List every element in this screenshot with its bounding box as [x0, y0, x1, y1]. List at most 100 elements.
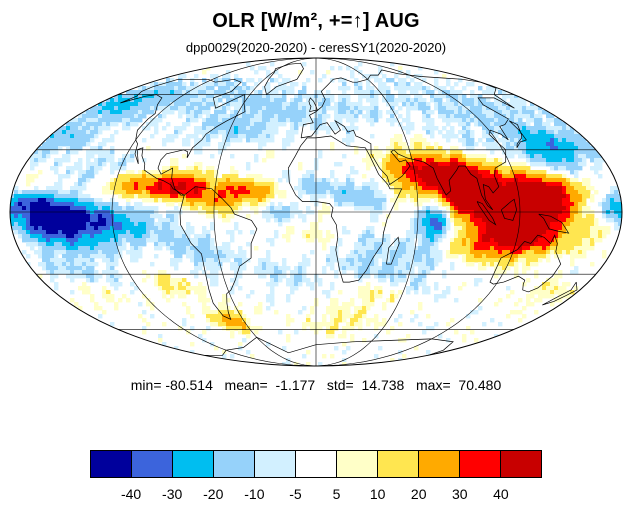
anomaly-cell: [494, 114, 499, 119]
anomaly-cell: [242, 130, 247, 135]
anomaly-cell: [222, 254, 227, 259]
anomaly-cell: [558, 254, 563, 259]
anomaly-cell: [106, 294, 111, 299]
anomaly-cell: [46, 238, 51, 243]
anomaly-cell: [450, 170, 455, 175]
anomaly-cell: [274, 262, 279, 267]
anomaly-cell: [442, 162, 447, 167]
anomaly-cell: [206, 94, 211, 99]
anomaly-cell: [58, 146, 63, 151]
anomaly-cell: [478, 238, 483, 243]
anomaly-cell: [522, 102, 527, 107]
anomaly-cell: [414, 250, 419, 255]
anomaly-cell: [466, 202, 471, 207]
anomaly-cell: [410, 258, 415, 263]
anomaly-cell: [426, 86, 431, 91]
anomaly-cell: [558, 226, 563, 231]
anomaly-cell: [210, 206, 215, 211]
anomaly-cell: [474, 118, 479, 123]
anomaly-cell: [390, 198, 395, 203]
anomaly-cell: [518, 166, 523, 171]
anomaly-cell: [374, 94, 379, 99]
anomaly-cell: [234, 254, 239, 259]
anomaly-cell: [34, 174, 39, 179]
anomaly-cell: [70, 190, 75, 195]
anomaly-cell: [490, 118, 495, 123]
anomaly-cell: [442, 186, 447, 191]
anomaly-cell: [474, 110, 479, 115]
anomaly-cell: [526, 178, 531, 183]
anomaly-cell: [198, 98, 203, 103]
anomaly-cell: [66, 170, 71, 175]
anomaly-cell: [370, 186, 375, 191]
anomaly-cell: [506, 170, 511, 175]
anomaly-cell: [394, 294, 399, 299]
anomaly-cell: [90, 126, 95, 131]
anomaly-cell: [498, 190, 503, 195]
anomaly-cell: [422, 186, 427, 191]
anomaly-cell: [298, 110, 303, 115]
anomaly-cell: [354, 150, 359, 155]
anomaly-cell: [562, 290, 567, 295]
anomaly-cell: [494, 258, 499, 263]
anomaly-cell: [46, 270, 51, 275]
anomaly-cell: [338, 190, 343, 195]
anomaly-cell: [418, 86, 423, 91]
anomaly-cell: [562, 178, 567, 183]
anomaly-cell: [106, 118, 111, 123]
anomaly-cell: [394, 194, 399, 199]
anomaly-cell: [282, 266, 287, 271]
anomaly-cell: [70, 194, 75, 199]
anomaly-cell: [126, 198, 131, 203]
anomaly-cell: [114, 130, 119, 135]
anomaly-cell: [102, 118, 107, 123]
anomaly-cell: [186, 226, 191, 231]
anomaly-cell: [158, 226, 163, 231]
anomaly-cell: [458, 214, 463, 219]
anomaly-cell: [54, 282, 59, 287]
anomaly-cell: [450, 182, 455, 187]
anomaly-cell: [546, 174, 551, 179]
anomaly-cell: [242, 266, 247, 271]
anomaly-cell: [482, 254, 487, 259]
anomaly-cell: [150, 198, 155, 203]
anomaly-cell: [14, 222, 19, 227]
anomaly-cell: [346, 86, 351, 91]
anomaly-cell: [218, 266, 223, 271]
anomaly-cell: [66, 230, 71, 235]
anomaly-cell: [498, 262, 503, 267]
anomaly-cell: [430, 182, 435, 187]
anomaly-cell: [414, 290, 419, 295]
anomaly-cell: [270, 194, 275, 199]
anomaly-cell: [90, 170, 95, 175]
anomaly-cell: [382, 90, 387, 95]
anomaly-cell: [318, 238, 323, 243]
anomaly-cell: [70, 202, 75, 207]
anomaly-cell: [494, 250, 499, 255]
anomaly-cell: [394, 186, 399, 191]
anomaly-cell: [250, 130, 255, 135]
anomaly-cell: [538, 142, 543, 147]
anomaly-cell: [546, 122, 551, 127]
anomaly-cell: [154, 246, 159, 251]
anomaly-cell: [206, 234, 211, 239]
anomaly-cell: [54, 258, 59, 263]
anomaly-cell: [482, 234, 487, 239]
anomaly-cell: [422, 150, 427, 155]
anomaly-cell: [118, 114, 123, 119]
anomaly-cell: [258, 130, 263, 135]
anomaly-cell: [274, 90, 279, 95]
anomaly-cell: [526, 134, 531, 139]
anomaly-cell: [470, 222, 475, 227]
anomaly-cell: [482, 162, 487, 167]
anomaly-cell: [274, 126, 279, 131]
anomaly-cell: [118, 238, 123, 243]
anomaly-cell: [562, 186, 567, 191]
anomaly-cell: [366, 82, 371, 87]
anomaly-cell: [114, 270, 119, 275]
anomaly-cell: [46, 246, 51, 251]
anomaly-cell: [290, 114, 295, 119]
anomaly-cell: [414, 178, 419, 183]
anomaly-cell: [202, 254, 207, 259]
anomaly-cell: [302, 94, 307, 99]
